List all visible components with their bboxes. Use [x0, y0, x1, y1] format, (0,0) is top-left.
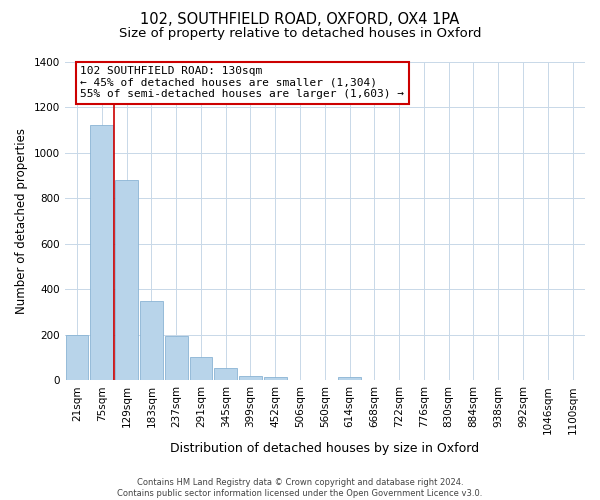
X-axis label: Distribution of detached houses by size in Oxford: Distribution of detached houses by size …: [170, 442, 479, 455]
Bar: [264, 378, 287, 380]
Bar: [239, 376, 262, 380]
Bar: [115, 180, 138, 380]
Bar: [190, 358, 212, 380]
Bar: [338, 378, 361, 380]
Text: 102 SOUTHFIELD ROAD: 130sqm
← 45% of detached houses are smaller (1,304)
55% of : 102 SOUTHFIELD ROAD: 130sqm ← 45% of det…: [80, 66, 404, 100]
Bar: [65, 334, 88, 380]
Text: Size of property relative to detached houses in Oxford: Size of property relative to detached ho…: [119, 28, 481, 40]
Bar: [140, 300, 163, 380]
Text: 102, SOUTHFIELD ROAD, OXFORD, OX4 1PA: 102, SOUTHFIELD ROAD, OXFORD, OX4 1PA: [140, 12, 460, 28]
Bar: [91, 125, 113, 380]
Bar: [214, 368, 237, 380]
Text: Contains HM Land Registry data © Crown copyright and database right 2024.
Contai: Contains HM Land Registry data © Crown c…: [118, 478, 482, 498]
Bar: [165, 336, 188, 380]
Y-axis label: Number of detached properties: Number of detached properties: [15, 128, 28, 314]
